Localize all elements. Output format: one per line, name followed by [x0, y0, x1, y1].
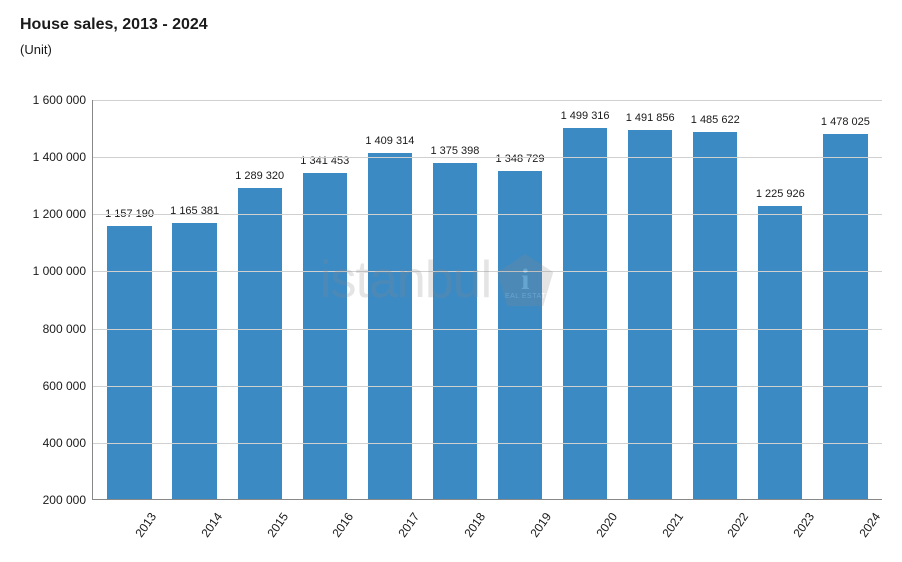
x-tick-label: 2023: [791, 510, 818, 540]
gridline: [93, 157, 882, 158]
bar-value-label: 1 375 398: [430, 145, 479, 157]
bar: [172, 223, 216, 499]
bar-slot: 1 157 190: [97, 100, 162, 499]
gridline: [93, 271, 882, 272]
y-tick-label: 200 000: [6, 493, 86, 507]
x-tick-label: 2020: [593, 510, 620, 540]
x-tick-label: 2015: [264, 510, 291, 540]
y-tick-label: 600 000: [6, 379, 86, 393]
x-tick-label: 2024: [856, 510, 883, 540]
x-tick-label: 2013: [132, 510, 159, 540]
bar-value-label: 1 348 729: [496, 153, 545, 165]
bar: [758, 206, 802, 499]
bar-slot: 1 491 856: [618, 100, 683, 499]
bar-slot: 1 409 314: [357, 100, 422, 499]
chart-plot-area: 1 157 190 1 165 381 1 289 320 1 341 453 1 40…: [92, 100, 882, 500]
bar-value-label: 1 478 025: [821, 116, 870, 128]
bar: [303, 173, 347, 499]
bar-slot: 1 348 729: [487, 100, 552, 499]
chart-title: House sales, 2013 - 2024: [20, 16, 208, 34]
gridline: [93, 100, 882, 101]
bar-slot: 1 375 398: [422, 100, 487, 499]
bar-value-label: 1 485 622: [691, 114, 740, 126]
y-tick-label: 1 600 000: [6, 93, 86, 107]
bar-value-label: 1 165 381: [170, 205, 219, 217]
chart-subtitle: (Unit): [20, 42, 52, 57]
bar-value-label: 1 409 314: [365, 135, 414, 147]
bar: [107, 226, 151, 499]
bar-slot: 1 499 316: [553, 100, 618, 499]
x-tick-label: 2022: [725, 510, 752, 540]
bar-slot: 1 289 320: [227, 100, 292, 499]
x-tick-label: 2017: [396, 510, 423, 540]
bar-value-label: 1 289 320: [235, 170, 284, 182]
y-tick-label: 800 000: [6, 322, 86, 336]
bar-slot: 1 165 381: [162, 100, 227, 499]
y-tick-label: 1 400 000: [6, 150, 86, 164]
y-tick-label: 400 000: [6, 436, 86, 450]
bar: [823, 134, 867, 499]
x-tick-label: 2014: [198, 510, 225, 540]
x-tick-label: 2018: [461, 510, 488, 540]
bar-slot: 1 478 025: [813, 100, 878, 499]
bar-value-label: 1 225 926: [756, 188, 805, 200]
bar: [693, 132, 737, 499]
gridline: [93, 443, 882, 444]
bar-slot: 1 485 622: [683, 100, 748, 499]
bar-value-label: 1 491 856: [626, 112, 675, 124]
x-tick-label: 2019: [527, 510, 554, 540]
bar: [238, 188, 282, 499]
bars-container: 1 157 190 1 165 381 1 289 320 1 341 453 1 40…: [93, 100, 882, 499]
bar-slot: 1 341 453: [292, 100, 357, 499]
y-tick-label: 1 000 000: [6, 264, 86, 278]
bar-value-label: 1 499 316: [561, 110, 610, 122]
gridline: [93, 386, 882, 387]
bar-slot: 1 225 926: [748, 100, 813, 499]
y-tick-label: 1 200 000: [6, 207, 86, 221]
gridline: [93, 214, 882, 215]
x-tick-label: 2016: [330, 510, 357, 540]
bar: [498, 171, 542, 499]
gridline: [93, 329, 882, 330]
x-tick-label: 2021: [659, 510, 686, 540]
bar: [368, 153, 412, 499]
